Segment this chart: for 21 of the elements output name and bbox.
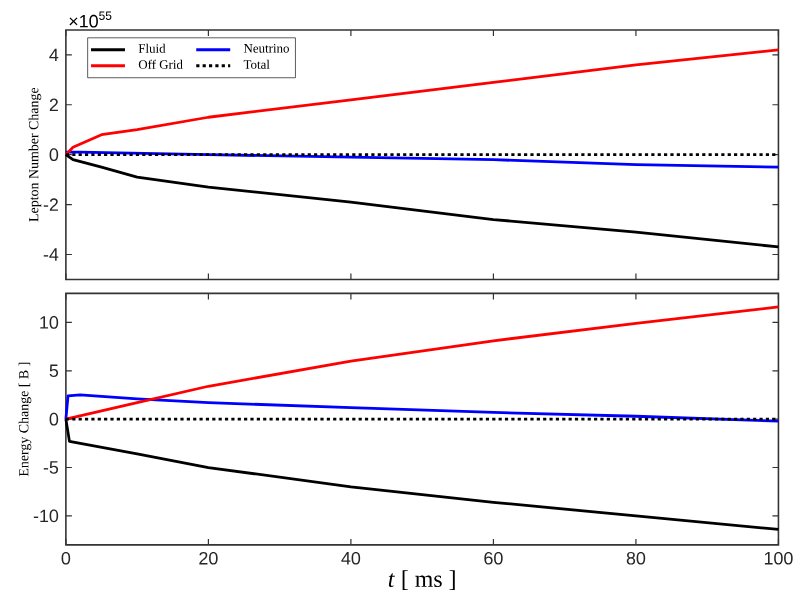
text: ×10$^{55}$ [69, 11, 112, 28]
line-series [64, 150, 780, 169]
x-tick-label: 40 [341, 551, 361, 565]
x-tick-label: 80 [626, 551, 646, 565]
y-tick-label: -2 [43, 197, 58, 211]
y-tick-label: 5 [49, 364, 59, 377]
y-tick-label: -4 [43, 247, 59, 261]
y-tick-label: 0 [49, 147, 59, 161]
y-tick-label: -10 [33, 509, 59, 522]
y-tick-label: 0 [49, 412, 59, 426]
line-series [64, 305, 780, 421]
x-tick-label: 100 [764, 551, 793, 565]
x-tick-label: 0 [61, 551, 71, 565]
x-tick-label: 20 [199, 551, 218, 565]
line-series [64, 393, 780, 423]
y-tick-label: 2 [49, 98, 58, 111]
x-tick-label: 60 [484, 551, 503, 565]
x-axis-title: t [ ms ] [388, 569, 455, 590]
y-tick-label: 10 [40, 315, 59, 329]
y-tick-label: -5 [43, 460, 59, 474]
y-tick-label: 4 [49, 48, 59, 61]
